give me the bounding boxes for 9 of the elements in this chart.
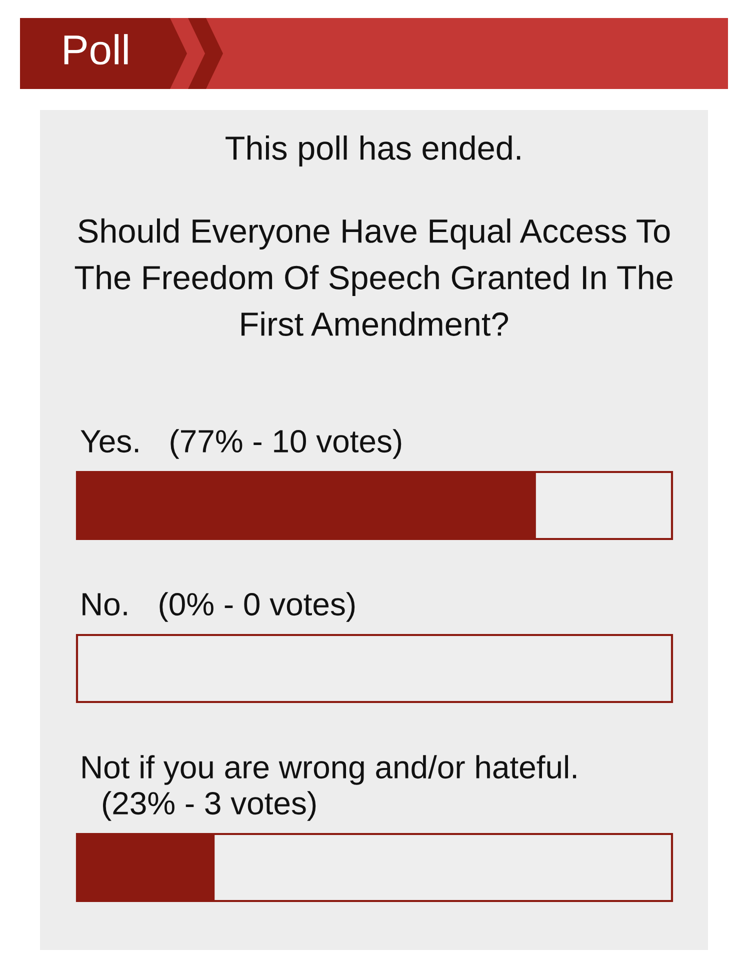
y-tick-label: Yes.	[80, 430, 138, 453]
text: Poll	[64, 34, 128, 65]
chart-title: Should Everyone Have Equal Access To The Freedom Of Speech Granted In The First Amendment?	[74, 218, 672, 336]
data-label: (0% - 0 votes)	[160, 592, 355, 622]
text: This poll has ended.	[226, 135, 520, 167]
data-label: (77% - 10 votes)	[170, 429, 402, 459]
y-tick-label: No.	[82, 593, 127, 616]
y-tick-label: Not if you are wrong and/or hateful.	[82, 755, 576, 785]
data-label: (23% - 3 votes)	[102, 791, 316, 821]
